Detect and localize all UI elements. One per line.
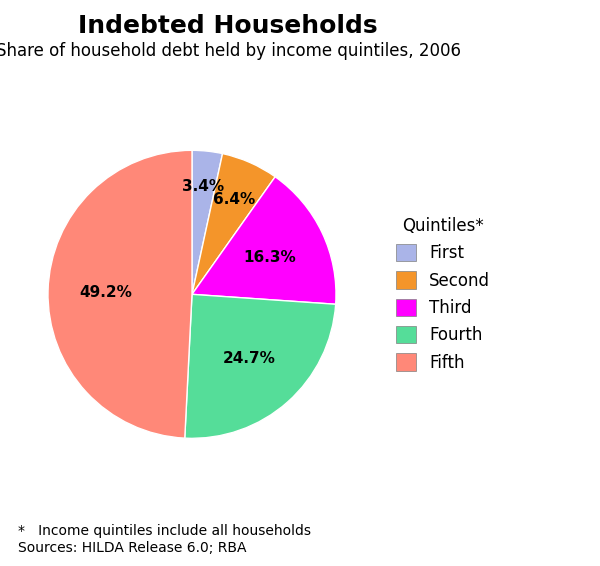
Text: *   Income quintiles include all households
Sources: HILDA Release 6.0; RBA: * Income quintiles include all household… bbox=[18, 525, 311, 555]
Wedge shape bbox=[192, 153, 275, 294]
Text: 3.4%: 3.4% bbox=[182, 179, 224, 195]
Legend: First, Second, Third, Fourth, Fifth: First, Second, Third, Fourth, Fifth bbox=[388, 209, 499, 380]
Text: 49.2%: 49.2% bbox=[79, 285, 132, 299]
Wedge shape bbox=[192, 151, 223, 294]
Wedge shape bbox=[48, 151, 192, 438]
Text: Indebted Households: Indebted Households bbox=[78, 14, 378, 38]
Text: 16.3%: 16.3% bbox=[244, 250, 296, 265]
Text: 6.4%: 6.4% bbox=[212, 192, 255, 207]
Wedge shape bbox=[185, 294, 335, 438]
Text: Share of household debt held by income quintiles, 2006: Share of household debt held by income q… bbox=[0, 42, 461, 61]
Text: 24.7%: 24.7% bbox=[223, 351, 276, 366]
Wedge shape bbox=[192, 177, 336, 305]
